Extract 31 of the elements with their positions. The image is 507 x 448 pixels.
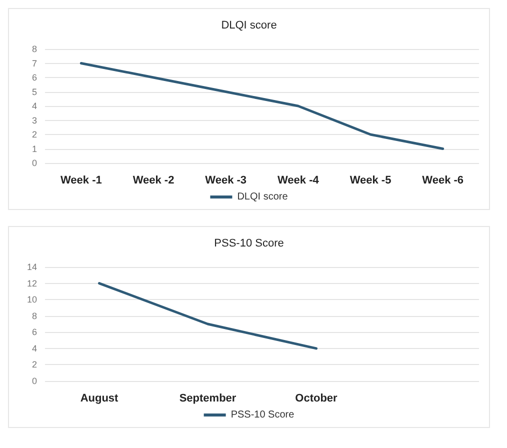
y-tick-label: 8 (32, 44, 37, 54)
legend-label: PSS-10 Score (230, 410, 295, 420)
y-tick-label: 10 (26, 294, 37, 305)
x-tick-label: Week -5 (350, 174, 392, 186)
y-tick-label: 4 (32, 101, 37, 111)
chart-title: PSS-10 Score (214, 238, 284, 250)
y-tick-label: 6 (32, 72, 37, 82)
y-tick-label: 14 (26, 262, 37, 272)
y-tick-label: 12 (26, 278, 37, 288)
y-tick-label: 4 (32, 343, 37, 354)
y-tick-label: 1 (32, 144, 37, 154)
y-tick-label: 6 (32, 327, 37, 338)
y-tick-label: 7 (32, 58, 37, 68)
x-tick-label: Week -2 (132, 174, 174, 186)
x-tick-label: Week -6 (422, 174, 464, 186)
y-tick-label: 2 (32, 130, 37, 140)
x-tick-label: Week -1 (60, 174, 102, 186)
y-tick-label: 3 (32, 115, 37, 126)
y-tick-label: 5 (32, 86, 37, 97)
y-tick-label: 8 (32, 310, 37, 321)
x-tick-label: Week -3 (205, 174, 247, 186)
x-tick-label: August (80, 392, 119, 404)
y-tick-label: 2 (32, 360, 37, 370)
legend-label: DLQI score (237, 192, 288, 202)
x-tick-label: October (295, 392, 338, 404)
x-tick-label: Week -4 (277, 174, 320, 186)
line-series (80, 62, 444, 150)
x-tick-label: September (179, 392, 237, 404)
y-tick-label: 0 (32, 158, 37, 168)
y-tick-label: 0 (32, 376, 37, 386)
chart-title: DLQI score (221, 20, 277, 32)
